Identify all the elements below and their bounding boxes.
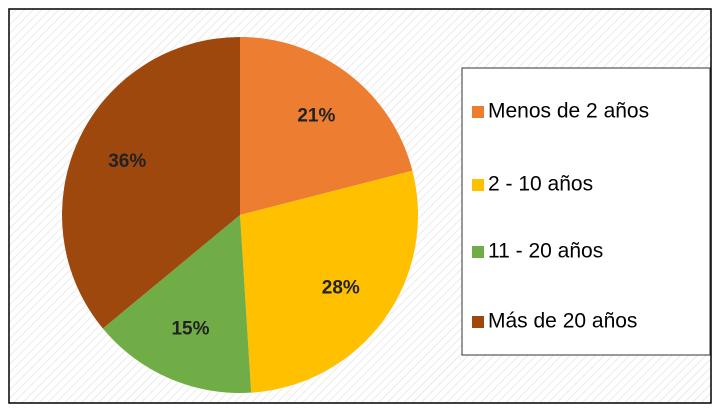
data-label: 15% bbox=[171, 318, 209, 339]
legend-label: Menos de 2 años bbox=[488, 100, 649, 123]
pie-slice bbox=[240, 170, 418, 393]
legend-swatch bbox=[472, 316, 484, 328]
legend-swatch bbox=[472, 179, 484, 191]
legend-label: 2 - 10 años bbox=[488, 173, 593, 196]
legend-swatch bbox=[472, 106, 484, 118]
legend-box bbox=[461, 67, 711, 356]
legend-label: 11 - 20 años bbox=[488, 240, 603, 263]
data-label: 36% bbox=[108, 151, 146, 172]
pie-slice bbox=[102, 215, 252, 393]
legend-label: Más de 20 años bbox=[488, 310, 637, 333]
pie-slice bbox=[240, 37, 413, 215]
legend-swatch bbox=[472, 246, 484, 258]
data-label: 21% bbox=[297, 106, 335, 127]
data-label: 28% bbox=[322, 277, 360, 298]
pie-slice bbox=[62, 37, 240, 329]
